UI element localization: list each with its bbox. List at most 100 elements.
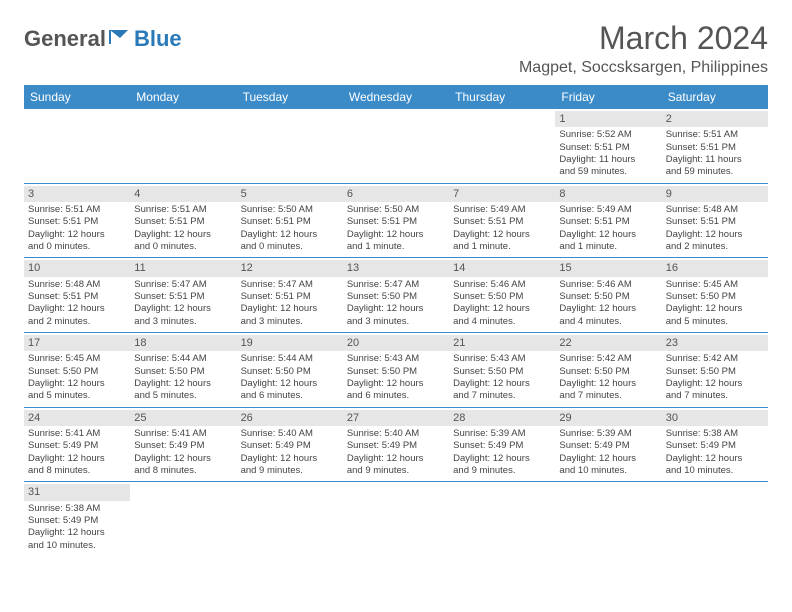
day-number: 6 (343, 186, 449, 202)
day-info-line: Sunrise: 5:38 AM (28, 503, 126, 515)
day-info-line: Sunrise: 5:44 AM (134, 353, 232, 365)
day-info-line: Daylight: 12 hours (28, 378, 126, 390)
day-info-line: and 9 minutes. (347, 465, 445, 477)
day-info-line: Daylight: 12 hours (559, 303, 657, 315)
location-subtitle: Magpet, Soccsksargen, Philippines (519, 59, 768, 77)
day-info-line: Daylight: 12 hours (28, 527, 126, 539)
day-number: 15 (555, 260, 661, 276)
day-info-line: and 3 minutes. (134, 316, 232, 328)
calendar-day-cell: 30Sunrise: 5:38 AMSunset: 5:49 PMDayligh… (662, 408, 768, 482)
day-info-line: Daylight: 12 hours (453, 229, 551, 241)
day-info-line: Sunset: 5:49 PM (134, 440, 232, 452)
header: General Blue March 2024 Magpet, Soccsksa… (24, 20, 768, 77)
day-info-line: Daylight: 11 hours (559, 154, 657, 166)
calendar-day-cell: 20Sunrise: 5:43 AMSunset: 5:50 PMDayligh… (343, 333, 449, 407)
calendar-day-cell (449, 482, 555, 556)
day-info-line: Daylight: 12 hours (666, 453, 764, 465)
logo-text-blue: Blue (134, 26, 182, 52)
day-info-line: Sunrise: 5:41 AM (28, 428, 126, 440)
calendar-day-cell (449, 109, 555, 183)
calendar-day-cell: 18Sunrise: 5:44 AMSunset: 5:50 PMDayligh… (130, 333, 236, 407)
day-info-line: Daylight: 12 hours (134, 378, 232, 390)
day-info-line: Sunrise: 5:45 AM (28, 353, 126, 365)
day-info-line: Sunset: 5:50 PM (347, 291, 445, 303)
weekday-header: Thursday (449, 85, 555, 109)
day-info-line: Sunrise: 5:48 AM (28, 279, 126, 291)
day-number: 7 (449, 186, 555, 202)
day-number: 26 (237, 410, 343, 426)
day-info-line: and 10 minutes. (28, 540, 126, 552)
day-info-line: Sunset: 5:50 PM (666, 291, 764, 303)
day-info-line: and 59 minutes. (666, 166, 764, 178)
day-info-line: Sunset: 5:51 PM (453, 216, 551, 228)
day-info-line: and 3 minutes. (241, 316, 339, 328)
day-info-line: Sunset: 5:50 PM (347, 366, 445, 378)
calendar-day-cell: 7 Sunrise: 5:49 AMSunset: 5:51 PMDaylight… (449, 184, 555, 258)
calendar-day-cell: 10Sunrise: 5:48 AMSunset: 5:51 PMDayligh… (24, 258, 130, 332)
calendar-day-cell (130, 482, 236, 556)
day-info-line: Daylight: 12 hours (28, 229, 126, 241)
day-number: 24 (24, 410, 130, 426)
calendar-day-cell (343, 109, 449, 183)
day-info-line: Sunset: 5:51 PM (28, 216, 126, 228)
day-info-line: Daylight: 12 hours (559, 378, 657, 390)
day-info-line: and 1 minute. (347, 241, 445, 253)
day-info-line: and 7 minutes. (666, 390, 764, 402)
day-info-line: Sunrise: 5:45 AM (666, 279, 764, 291)
day-info-line: and 10 minutes. (666, 465, 764, 477)
day-info-line: Sunrise: 5:47 AM (134, 279, 232, 291)
day-info-line: Sunset: 5:51 PM (241, 291, 339, 303)
day-number: 31 (24, 484, 130, 500)
calendar-day-cell: 29Sunrise: 5:39 AMSunset: 5:49 PMDayligh… (555, 408, 661, 482)
day-info-line: Daylight: 12 hours (134, 453, 232, 465)
day-info-line: and 3 minutes. (347, 316, 445, 328)
day-info-line: Sunrise: 5:50 AM (347, 204, 445, 216)
day-info-line: and 7 minutes. (453, 390, 551, 402)
calendar-day-cell: 31Sunrise: 5:38 AMSunset: 5:49 PMDayligh… (24, 482, 130, 556)
day-info-line: Sunrise: 5:39 AM (559, 428, 657, 440)
day-info-line: Sunset: 5:51 PM (28, 291, 126, 303)
day-info-line: Sunrise: 5:51 AM (666, 129, 764, 141)
day-info-line: Sunrise: 5:50 AM (241, 204, 339, 216)
day-info-line: Sunset: 5:51 PM (559, 216, 657, 228)
day-info-line: Sunset: 5:49 PM (453, 440, 551, 452)
calendar-day-cell: 15Sunrise: 5:46 AMSunset: 5:50 PMDayligh… (555, 258, 661, 332)
day-info-line: Sunrise: 5:49 AM (453, 204, 551, 216)
day-number: 28 (449, 410, 555, 426)
day-info-line: Sunrise: 5:42 AM (666, 353, 764, 365)
calendar-day-cell (662, 482, 768, 556)
weekday-header-row: Sunday Monday Tuesday Wednesday Thursday… (24, 85, 768, 109)
day-info-line: Daylight: 12 hours (666, 229, 764, 241)
day-info-line: Sunset: 5:50 PM (28, 366, 126, 378)
day-info-line: Daylight: 12 hours (134, 229, 232, 241)
day-number: 3 (24, 186, 130, 202)
calendar-day-cell: 16Sunrise: 5:45 AMSunset: 5:50 PMDayligh… (662, 258, 768, 332)
day-info-line: and 4 minutes. (559, 316, 657, 328)
calendar-day-cell: 19Sunrise: 5:44 AMSunset: 5:50 PMDayligh… (237, 333, 343, 407)
calendar-day-cell (555, 482, 661, 556)
calendar-day-cell: 8Sunrise: 5:49 AMSunset: 5:51 PMDaylight… (555, 184, 661, 258)
calendar-day-cell: 27Sunrise: 5:40 AMSunset: 5:49 PMDayligh… (343, 408, 449, 482)
day-info-line: and 6 minutes. (241, 390, 339, 402)
day-info-line: and 8 minutes. (134, 465, 232, 477)
day-info-line: Sunset: 5:50 PM (666, 366, 764, 378)
calendar-week-row: 24Sunrise: 5:41 AMSunset: 5:49 PMDayligh… (24, 408, 768, 483)
title-area: March 2024 Magpet, Soccsksargen, Philipp… (519, 20, 768, 77)
day-info-line: and 5 minutes. (28, 390, 126, 402)
day-info-line: Sunrise: 5:43 AM (453, 353, 551, 365)
day-info-line: Daylight: 12 hours (347, 453, 445, 465)
day-info-line: Sunrise: 5:38 AM (666, 428, 764, 440)
calendar-day-cell: 5Sunrise: 5:50 AMSunset: 5:51 PMDaylight… (237, 184, 343, 258)
day-number: 5 (237, 186, 343, 202)
day-info-line: Sunrise: 5:42 AM (559, 353, 657, 365)
day-info-line: Sunrise: 5:51 AM (134, 204, 232, 216)
day-number: 4 (130, 186, 236, 202)
day-info-line: Sunrise: 5:51 AM (28, 204, 126, 216)
weekday-header: Wednesday (343, 85, 449, 109)
day-info-line: Daylight: 12 hours (453, 453, 551, 465)
flag-icon (108, 26, 132, 52)
day-info-line: Daylight: 12 hours (347, 229, 445, 241)
day-number: 23 (662, 335, 768, 351)
calendar-day-cell: 3 Sunrise: 5:51 AMSunset: 5:51 PMDaylight… (24, 184, 130, 258)
calendar-day-cell: 2Sunrise: 5:51 AMSunset: 5:51 PMDaylight… (662, 109, 768, 183)
